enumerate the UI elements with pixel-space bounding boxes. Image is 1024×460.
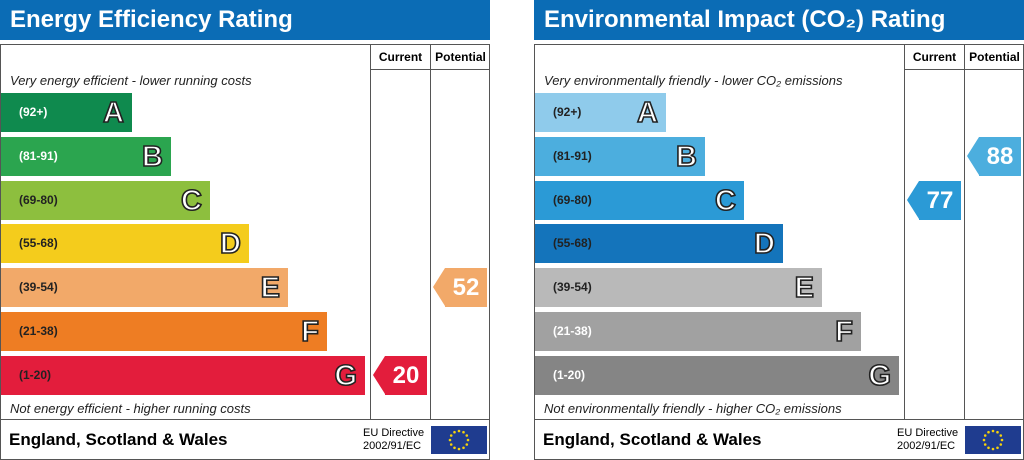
rating-band-b: (81-91) B	[535, 136, 705, 176]
rating-band-f: (21-38) F	[1, 312, 327, 351]
band-range-label: (81-91)	[553, 148, 592, 163]
panel-title: Energy Efficiency Rating	[0, 0, 490, 40]
potential-rating-marker: 88	[967, 136, 1022, 176]
rating-band-f: (21-38) F	[535, 312, 861, 351]
current-rating-marker: 20	[373, 355, 428, 395]
header-divider	[370, 69, 490, 70]
eu-directive-line1: EU Directive	[897, 427, 959, 439]
band-range-label: (92+)	[553, 105, 582, 119]
potential-header: Potential	[435, 50, 486, 64]
marker-arrow	[907, 180, 919, 219]
potential-rating-marker: 52	[433, 268, 488, 308]
band-range-label: (55-68)	[553, 236, 592, 251]
footer-region: England, Scotland & Wales	[9, 430, 228, 449]
band-letter: B	[141, 140, 164, 174]
rating-band-c: (69-80) C	[1, 180, 210, 220]
chart-frame	[0, 44, 490, 420]
rating-band-b: (81-91) B	[1, 136, 171, 176]
column-divider	[430, 44, 431, 420]
band-range-label: (39-54)	[553, 280, 592, 295]
rating-band-c: (69-80) C	[535, 180, 744, 220]
band-range-label: (55-68)	[19, 236, 58, 251]
band-letter: B	[675, 140, 698, 174]
current-header: Current	[378, 50, 423, 64]
band-range-label: (21-38)	[19, 324, 58, 338]
band-letter: F	[300, 315, 319, 349]
rating-band-d: (55-68) D	[1, 224, 249, 264]
band-letter: D	[753, 228, 776, 262]
band-range-label: (81-91)	[19, 148, 58, 163]
top-description: Very environmentally friendly - lower CO…	[544, 73, 843, 88]
eu-directive-line2: 2002/91/EC	[897, 440, 956, 452]
marker-arrow	[433, 268, 445, 307]
column-divider	[964, 44, 965, 420]
potential-header: Potential	[969, 50, 1020, 64]
band-range-label: (1-20)	[553, 367, 586, 382]
environmental-impact-panel: Environmental Impact (CO₂) Rating Curren…	[534, 0, 1024, 460]
potential-rating-value: 52	[445, 268, 487, 308]
rating-band-e: (39-54) E	[1, 268, 288, 308]
rating-band-e: (39-54) E	[535, 268, 822, 308]
eu-directive-line2: 2002/91/EC	[363, 440, 422, 452]
eu-directive-text: EU Directive 2002/91/EC	[897, 427, 958, 453]
current-rating-value: 20	[385, 355, 427, 395]
footer: England, Scotland & Wales EU Directive 2…	[0, 420, 490, 460]
eu-flag-icon	[965, 426, 1021, 454]
band-letter: C	[180, 184, 203, 218]
current-header: Current	[912, 50, 957, 64]
band-letter: C	[714, 184, 737, 218]
band-letter: E	[794, 271, 815, 305]
footer-region: England, Scotland & Wales	[543, 430, 762, 449]
band-letter: A	[636, 96, 659, 130]
rating-band-g: (1-20) G	[1, 355, 365, 395]
band-range-label: (69-80)	[19, 192, 58, 207]
rating-band-g: (1-20) G	[535, 355, 899, 395]
eu-directive-line1: EU Directive	[363, 427, 425, 439]
column-divider	[370, 44, 371, 420]
potential-rating-value: 88	[979, 136, 1021, 176]
band-letter: E	[260, 271, 281, 305]
top-description: Very energy efficient - lower running co…	[10, 73, 252, 88]
bottom-description: Not environmentally friendly - higher CO…	[544, 401, 842, 416]
band-range-label: (92+)	[19, 105, 48, 119]
energy-efficiency-panel: Energy Efficiency Rating Current Potenti…	[0, 0, 490, 460]
band-range-label: (21-38)	[553, 324, 592, 338]
panel-title: Environmental Impact (CO₂) Rating	[534, 0, 1024, 40]
eu-directive-text: EU Directive 2002/91/EC	[363, 427, 424, 453]
column-divider	[904, 44, 905, 420]
band-letter: A	[102, 96, 125, 130]
band-range-label: (69-80)	[553, 192, 592, 207]
band-letter: G	[868, 359, 892, 393]
bottom-description: Not energy efficient - higher running co…	[10, 401, 251, 416]
footer: England, Scotland & Wales EU Directive 2…	[534, 420, 1024, 460]
rating-band-a: (92+) A	[1, 93, 132, 132]
eu-flag-icon	[431, 426, 487, 454]
band-letter: G	[334, 359, 358, 393]
rating-band-d: (55-68) D	[535, 224, 783, 264]
current-rating-value: 77	[919, 180, 961, 220]
current-rating-marker: 77	[907, 180, 962, 220]
rating-band-a: (92+) A	[535, 93, 666, 132]
marker-arrow	[373, 355, 385, 394]
band-range-label: (1-20)	[19, 367, 52, 382]
band-letter: F	[834, 315, 853, 349]
band-range-label: (39-54)	[19, 280, 58, 295]
band-letter: D	[219, 228, 242, 262]
header-divider	[904, 69, 1024, 70]
marker-arrow	[967, 136, 979, 175]
